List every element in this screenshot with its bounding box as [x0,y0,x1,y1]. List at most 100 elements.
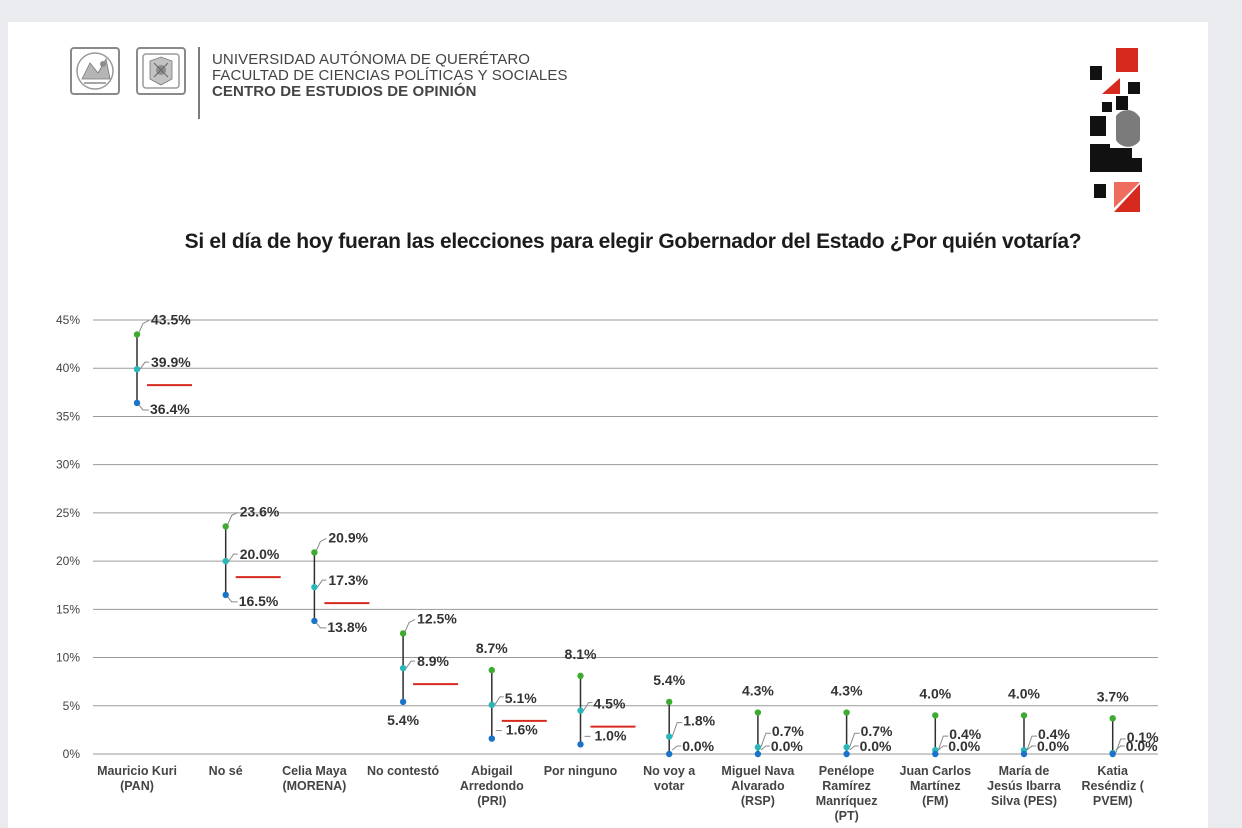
institution-name: UNIVERSIDAD AUTÓNOMA DE QUERÉTARO FACULT… [212,52,568,100]
faculty-name: FACULTAD DE CIENCIAS POLÍTICAS Y SOCIALE… [212,67,568,84]
leader-line [227,596,238,603]
x-category-label: Celia Maya [282,764,348,778]
y-tick-label: 45% [56,313,80,327]
x-category-label: (PT) [834,809,858,823]
y-tick-label: 0% [63,747,81,761]
leader-line [760,745,770,751]
lower-bound-label: 5.4% [387,712,419,728]
lower-bound-point [843,750,850,758]
y-tick-label: 25% [56,506,80,520]
upper-bound-point [577,672,584,680]
estimate-label: 0.1% [1127,729,1159,745]
upper-bound-point [1109,715,1116,722]
x-category-label: Abigail [471,764,513,778]
leader-line [849,745,859,751]
x-category-label: Mauricio Kuri [97,764,177,778]
estimate-point [666,733,673,740]
x-category-label: (PAN) [120,779,154,793]
upper-bound-point [666,698,673,706]
lower-bound-point [399,698,407,706]
university-seal-logo [70,47,120,95]
x-category-label: (PRI) [477,794,506,808]
leader-line [404,618,416,632]
center-name: CENTRO DE ESTUDIOS DE OPINIÓN [212,83,477,100]
upper-bound-label: 3.7% [1097,688,1129,704]
estimate-label: 0.7% [772,723,804,739]
upper-bound-point [754,709,762,716]
upper-bound-point [843,709,850,716]
estimate-label: 39.9% [151,354,191,370]
chart-title: Si el día de hoy fueran las elecciones p… [184,230,1082,253]
x-category-label: Ramírez [822,779,871,793]
leader-line [1115,745,1125,751]
estimate-point [577,707,584,714]
upper-bound-label: 5.4% [653,672,685,688]
x-category-label: PVEM) [1093,794,1133,808]
x-category-label: (MORENA) [282,779,346,793]
leader-line [139,361,149,370]
estimate-point [843,744,850,751]
x-category-label: (FM) [922,794,948,808]
leader-line [671,722,683,737]
election-brand-graphic [1090,48,1142,212]
leader-line [1026,735,1037,751]
lower-bound-label: 1.6% [506,722,538,738]
x-category-label: Por ninguno [544,764,618,778]
leader-line [315,537,327,551]
upper-bound-point [133,331,141,338]
upper-bound-label: 8.1% [565,646,597,662]
y-tick-label: 15% [56,602,80,616]
estimate-point [754,744,762,751]
leader-line [583,702,593,711]
upper-bound-label: 43.5% [151,311,191,327]
lower-bound-label: 0.0% [948,738,980,754]
lower-bound-label: 0.0% [682,738,714,754]
upper-bound-point [311,549,318,556]
university-name: UNIVERSIDAD AUTÓNOMA DE QUERÉTARO [212,51,531,68]
estimate-label: 0.4% [949,726,981,742]
x-category-label: No voy a [643,764,696,778]
estimate-label: 20.0% [240,546,280,562]
upper-bound-label: 12.5% [417,610,457,626]
leader-line [138,320,150,333]
lower-bound-label: 16.5% [239,593,279,609]
upper-bound-point [222,523,229,530]
x-category-label: Arredondo [460,779,524,793]
lower-bound-point [133,399,141,407]
estimate-point [311,583,318,591]
upper-bound-label: 23.6% [240,503,280,519]
leader-line [316,622,327,629]
upper-bound-label: 4.0% [1008,685,1040,701]
lower-bound-label: 0.0% [1126,738,1158,754]
leader-line [937,745,948,751]
y-tick-label: 35% [56,409,80,423]
y-tick-label: 40% [56,361,80,375]
leader-line [138,404,149,411]
lower-bound-point [932,750,939,758]
x-category-label: Penélope [819,764,875,778]
lower-bound-point [222,591,229,599]
estimate-label: 8.9% [417,653,449,669]
lower-bound-label: 1.0% [595,727,627,743]
lower-bound-label: 13.8% [327,619,367,635]
estimate-point [133,365,141,373]
x-category-label: Reséndiz ( [1081,779,1144,793]
estimate-point [399,664,407,672]
estimate-label: 17.3% [328,572,368,588]
lower-bound-point [1020,750,1028,758]
upper-bound-label: 8.7% [476,640,508,656]
lower-bound-point [577,741,584,748]
x-category-label: María de [999,764,1050,778]
x-category-label: votar [654,779,685,793]
x-category-label: No sé [209,764,243,778]
leader-line [494,696,504,706]
lower-bound-label: 0.0% [771,738,803,754]
header-divider [198,47,200,119]
upper-bound-label: 4.3% [831,683,863,699]
leader-line [227,511,238,525]
lower-bound-label: 0.0% [1037,738,1069,754]
estimate-point [488,701,495,709]
x-category-label: Manríquez [816,794,878,808]
leader-line [228,553,238,562]
upper-bound-point [932,712,939,719]
